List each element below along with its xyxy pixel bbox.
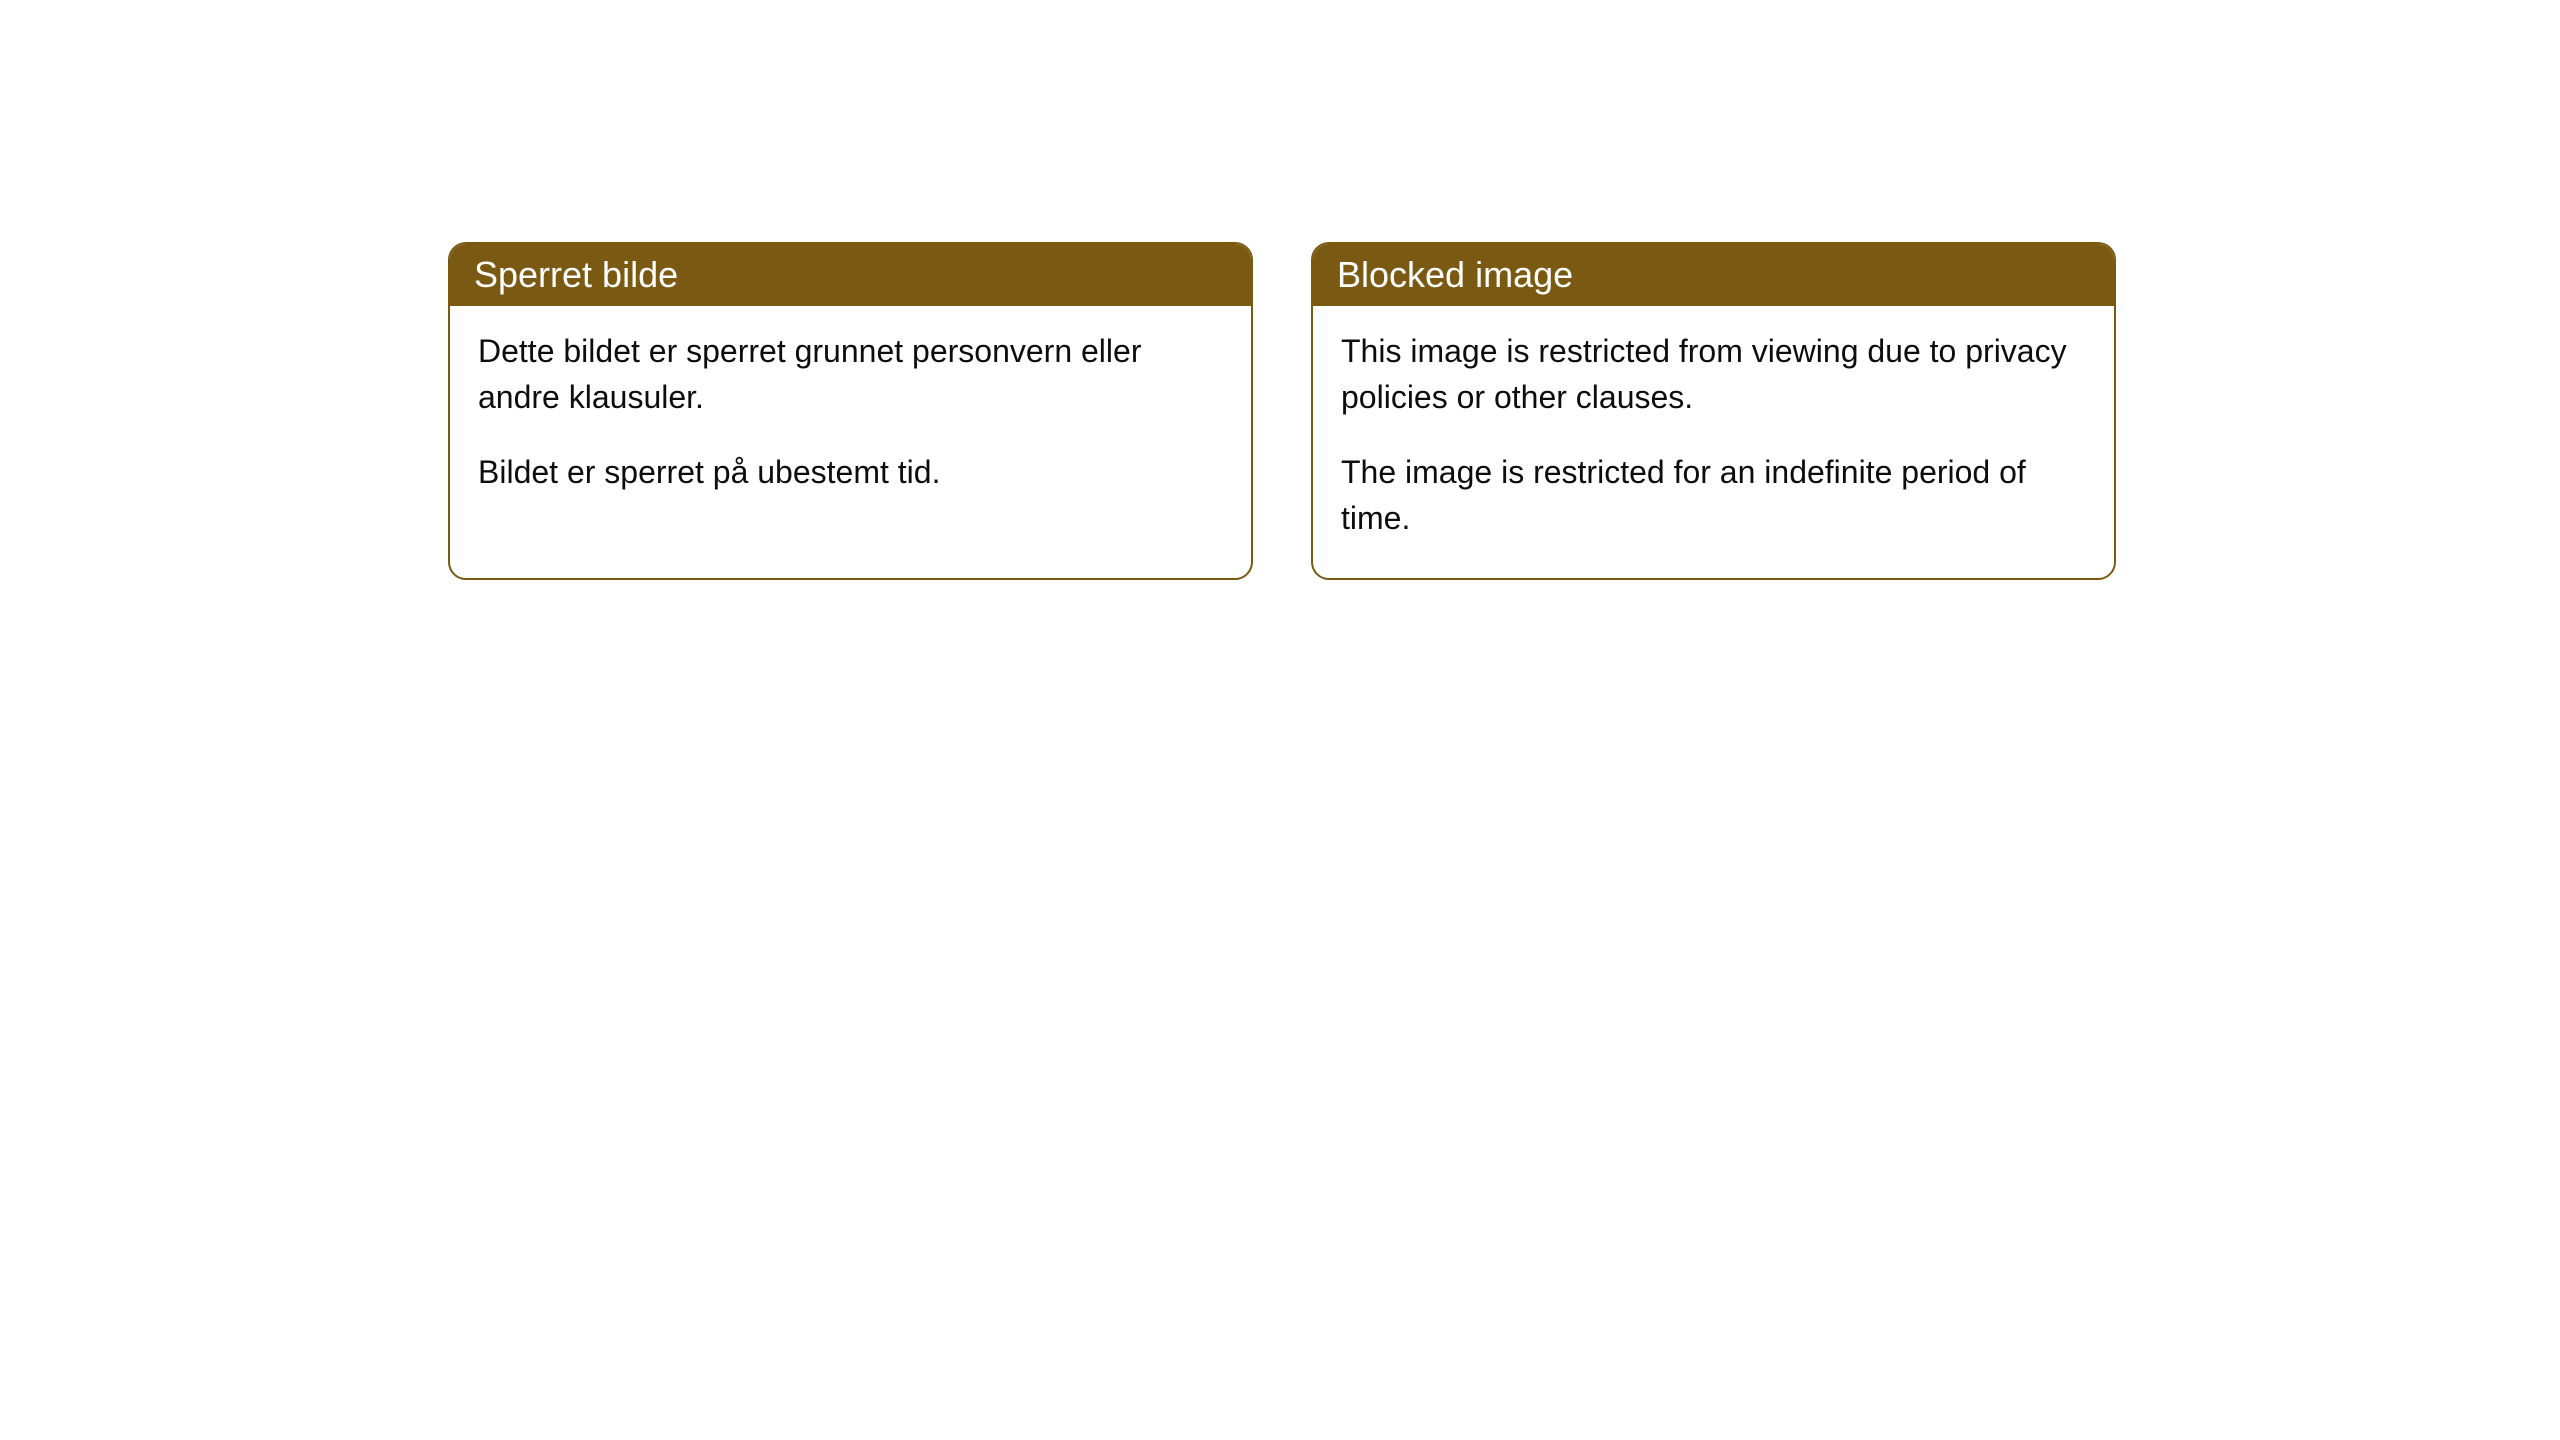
notice-body: Dette bildet er sperret grunnet personve… [450,306,1251,531]
notice-card-norwegian: Sperret bilde Dette bildet er sperret gr… [448,242,1253,580]
notice-header: Sperret bilde [450,244,1251,306]
notice-header: Blocked image [1313,244,2114,306]
notice-paragraph: This image is restricted from viewing du… [1341,328,2086,421]
notice-card-english: Blocked image This image is restricted f… [1311,242,2116,580]
notice-paragraph: The image is restricted for an indefinit… [1341,449,2086,542]
notice-body: This image is restricted from viewing du… [1313,306,2114,578]
notice-paragraph: Dette bildet er sperret grunnet personve… [478,328,1223,421]
notice-paragraph: Bildet er sperret på ubestemt tid. [478,449,1223,495]
notice-title: Blocked image [1337,254,1573,295]
notice-container: Sperret bilde Dette bildet er sperret gr… [448,242,2116,580]
notice-title: Sperret bilde [474,254,678,295]
